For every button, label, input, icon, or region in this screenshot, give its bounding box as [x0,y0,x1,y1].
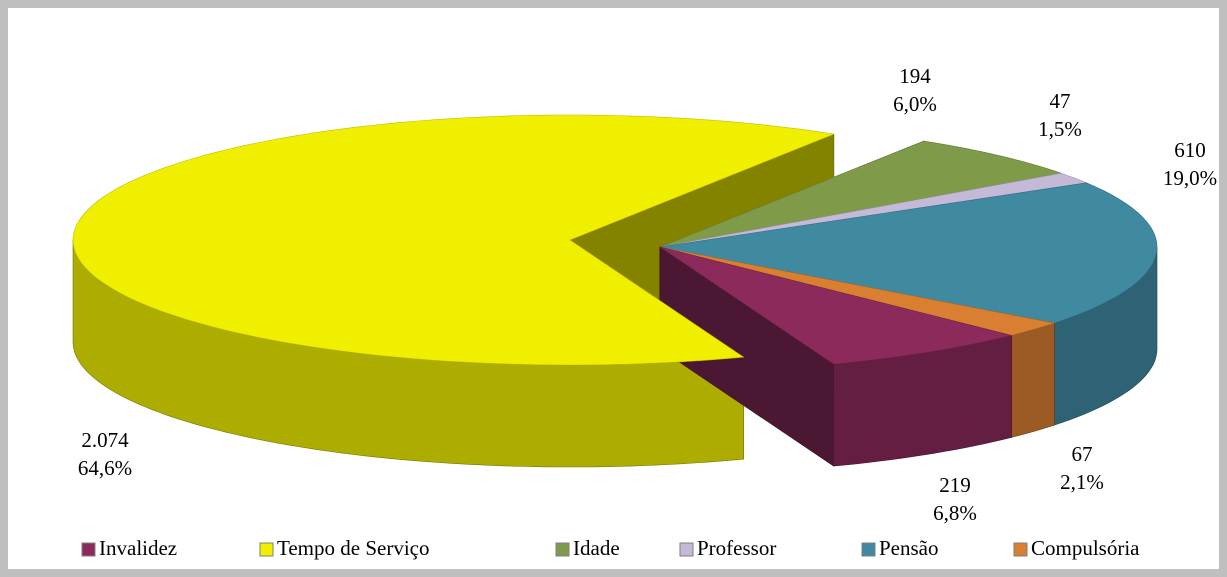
data-label-percent: 2,1% [1060,470,1104,494]
data-label-value: 67 [1072,442,1093,466]
data-label-percent: 6,8% [933,501,977,525]
legend-swatch [555,542,570,557]
data-label-value: 219 [939,473,971,497]
slice [659,246,1012,365]
legend-swatch [679,542,694,557]
data-label-percent: 64,6% [78,456,132,480]
legend-swatch [81,542,96,557]
data-label-percent: 6,0% [893,92,937,116]
data-label-value: 194 [899,64,931,88]
data-label-value: 610 [1174,138,1206,162]
legend-swatch [861,542,876,557]
slice [659,140,1062,248]
data-label-percent: 1,5% [1038,117,1082,141]
data-label-value: 2.074 [81,428,129,452]
legend-swatch [259,542,274,557]
legend-label: Pensão [879,536,939,560]
legend-label: Professor [697,536,776,560]
slice-wall [1011,322,1055,438]
legend-label: Compulsória [1031,536,1140,560]
data-label-percent: 19,0% [1163,166,1217,190]
legend-label: Tempo de Serviço [277,536,430,560]
legend-label: Invalidez [99,536,177,560]
legend-label: Idade [573,536,620,560]
slice [659,182,1158,324]
slice [72,114,836,366]
legend-swatch [1013,542,1028,557]
data-label-value: 47 [1050,89,1071,113]
slice [659,246,1055,336]
